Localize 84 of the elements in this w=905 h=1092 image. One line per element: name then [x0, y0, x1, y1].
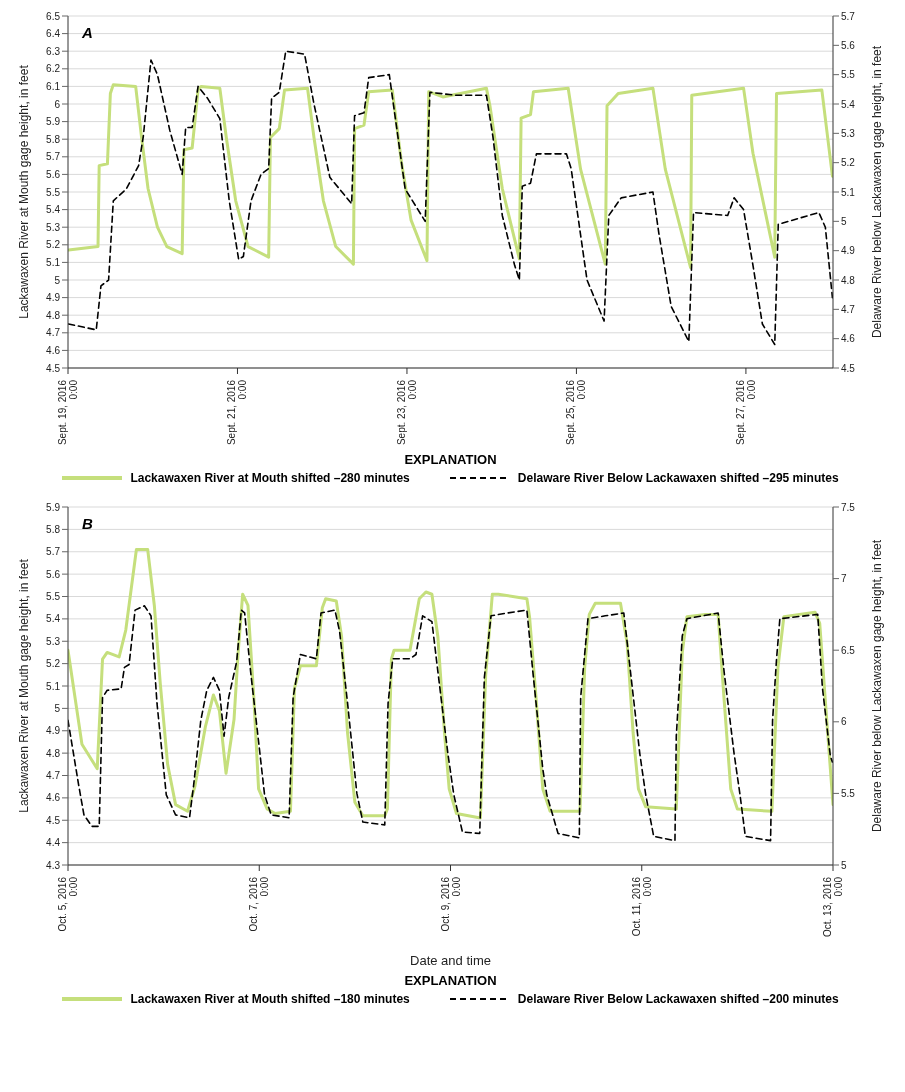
y-tick-label: 4.8 [46, 309, 61, 321]
annotation: B [82, 515, 93, 532]
y-tick-label: 5.1 [46, 680, 61, 692]
y-tick-label: 5.2 [46, 658, 61, 670]
y-tick-label: 6.2 [46, 63, 61, 75]
legend-title: EXPLANATION [403, 973, 498, 988]
y-tick-label: 5 [54, 274, 61, 286]
y2-tick-label: 5.5 [841, 787, 856, 799]
y-tick-label: 4.3 [46, 859, 61, 871]
y2-tick-label: 7 [841, 573, 847, 585]
x-tick-label: Oct. 5, 2016 0:00 [57, 876, 79, 932]
y2-tick-label: 6 [841, 716, 847, 728]
x-tick-label: Oct. 7, 2016 0:00 [248, 876, 271, 932]
y-tick-label: 6.5 [46, 10, 61, 22]
y-tick-label: 5.4 [46, 204, 61, 216]
y-tick-label: 5.6 [46, 168, 61, 180]
y2-tick-label: 5 [841, 859, 847, 871]
x-tick-label: Sept. 27, 2016 0:00 [734, 379, 757, 446]
legend-label: Lackawaxen River at Mouth shifted –180 minutes [130, 992, 410, 1006]
annotation: A [82, 24, 93, 41]
x-tick-label: Sept. 21, 2016 0:00 [226, 379, 249, 446]
y-tick-label: 5.9 [46, 501, 61, 513]
y-axis-title: Lackawaxen River at Mouth gage height, in feet [17, 558, 32, 813]
x-tick-label: Oct. 11, 2016 0:00 [630, 876, 653, 937]
y-tick-label: 4.5 [46, 362, 61, 374]
y-tick-label: 4.7 [46, 770, 61, 782]
y-tick-label: 5.3 [46, 635, 61, 647]
x-axis-title: Date and time [410, 953, 491, 968]
legend-label: Delaware River Below Lackawaxen shifted –200 minutes [517, 992, 839, 1006]
line-series [68, 50, 833, 346]
y-axis-title: Lackawaxen River at Mouth gage height, in feet [17, 64, 32, 319]
legend-label: Lackawaxen River at Mouth shifted –280 minutes [130, 471, 410, 485]
y2-tick-label: 7.5 [841, 501, 856, 513]
x-tick-label: Oct. 9, 2016 0:00 [439, 876, 462, 932]
y-tick-label: 5.2 [46, 239, 61, 251]
y-tick-label: 4.4 [46, 837, 61, 849]
y2-tick-label: 5 [841, 215, 847, 227]
y-tick-label: 6.3 [46, 45, 61, 57]
y2-tick-label: 5.7 [841, 10, 856, 22]
line-series [68, 605, 833, 842]
y-tick-label: 5.9 [46, 116, 61, 128]
y-tick-label: 5 [54, 702, 61, 714]
y-tick-label: 5.6 [46, 568, 61, 580]
y-tick-label: 4.6 [46, 792, 61, 804]
y2-tick-label: 5.4 [841, 98, 856, 110]
y-tick-label: 5.3 [46, 221, 61, 233]
y2-tick-label: 5.2 [841, 157, 856, 169]
line-series [68, 83, 833, 270]
y2-tick-label: 4.5 [841, 362, 856, 374]
y2-tick-label: 6.5 [841, 644, 856, 656]
y-tick-label: 5.5 [46, 591, 61, 603]
y2-tick-label: 4.7 [841, 303, 856, 315]
y-tick-label: 4.7 [46, 327, 61, 339]
y-tick-label: 5.5 [46, 186, 61, 198]
y-tick-label: 4.9 [46, 292, 61, 304]
x-tick-label: Sept. 25, 2016 0:00 [565, 379, 588, 446]
y2-tick-label: 4.9 [841, 245, 856, 257]
y-tick-label: 6 [54, 98, 61, 110]
y-tick-label: 6.1 [46, 80, 61, 92]
y-tick-label: 4.9 [46, 725, 61, 737]
line-series [68, 548, 833, 820]
legend-title: EXPLANATION [403, 452, 498, 467]
y-tick-label: 4.5 [46, 814, 61, 826]
y-tick-label: 6.4 [46, 28, 61, 40]
y2-axis-title: Delaware River below Lackawaxen gage height, in feet [870, 45, 885, 339]
y-tick-label: 5.7 [46, 151, 61, 163]
y-tick-label: 5.8 [46, 133, 61, 145]
y-tick-label: 5.4 [46, 613, 61, 625]
y-tick-label: 5.1 [46, 256, 61, 268]
y2-tick-label: 5.5 [841, 69, 856, 81]
legend-label: Delaware River Below Lackawaxen shifted –295 minutes [517, 471, 839, 485]
y2-tick-label: 5.6 [841, 39, 856, 51]
x-tick-label: Sept. 19, 2016 0:00 [57, 379, 79, 446]
y2-tick-label: 5.1 [841, 186, 856, 198]
x-tick-label: Sept. 23, 2016 0:00 [395, 379, 418, 446]
y2-axis-title: Delaware River below Lackawaxen gage height, in feet [870, 539, 885, 833]
y2-tick-label: 5.3 [841, 127, 856, 139]
y-tick-label: 4.8 [46, 747, 61, 759]
x-tick-label: Oct. 13, 2016 0:00 [822, 876, 844, 938]
y-tick-label: 5.7 [46, 546, 61, 558]
y-tick-label: 5.8 [46, 523, 61, 535]
y-tick-label: 4.6 [46, 344, 61, 356]
y2-tick-label: 4.8 [841, 274, 856, 286]
y2-tick-label: 4.6 [841, 333, 856, 345]
